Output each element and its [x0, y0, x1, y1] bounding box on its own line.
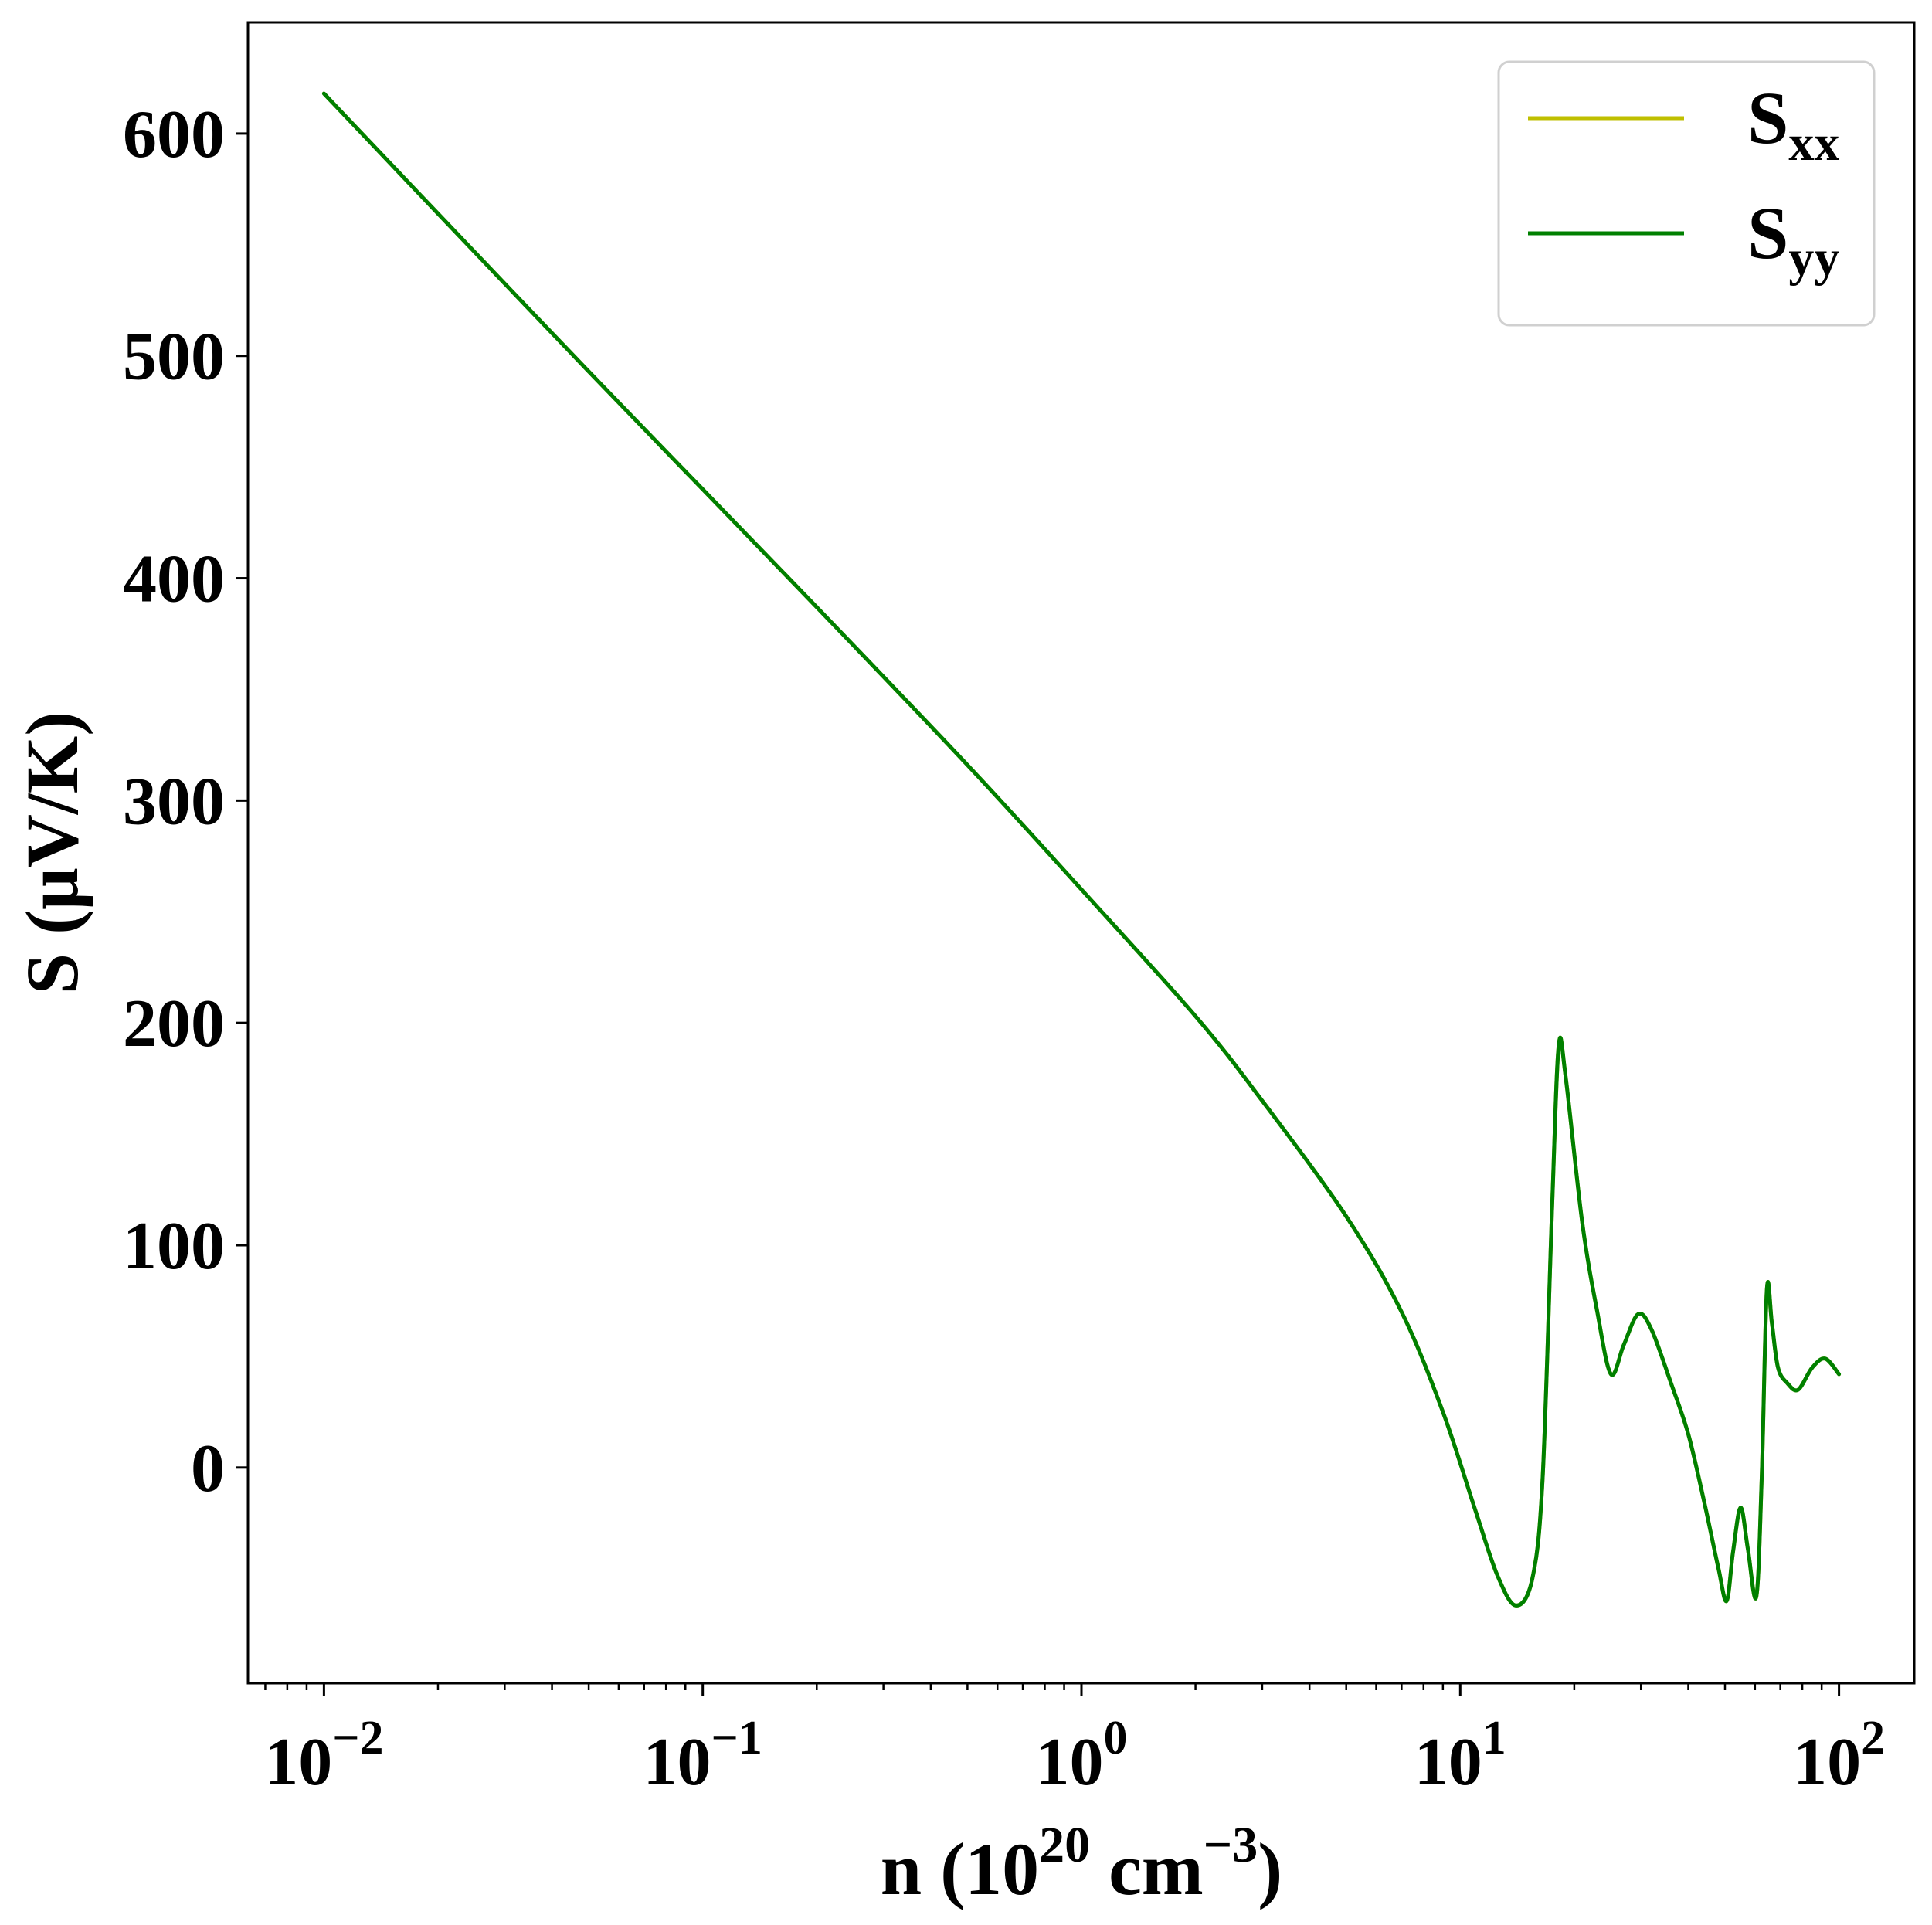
- y-tick-label: 0: [191, 1431, 225, 1506]
- legend: Sxx Syy: [1497, 60, 1876, 327]
- y-tick-label: 500: [123, 320, 225, 395]
- y-tick-label: 200: [123, 986, 225, 1061]
- x-tick-label: 10−1: [643, 1712, 762, 1800]
- x-tick-label: 100: [1035, 1712, 1127, 1800]
- y-axis: 0 100 200 300 400 500 600: [123, 97, 248, 1506]
- legend-label-sxx: Sxx: [1747, 76, 1839, 171]
- x-tick-label: 101: [1414, 1712, 1506, 1800]
- y-tick-label: 400: [123, 542, 225, 617]
- x-axis-label: n (1020 cm−3): [881, 1817, 1283, 1910]
- x-tick-label: 10−2: [264, 1712, 383, 1800]
- series-layer: [321, 91, 1842, 1608]
- y-tick-label: 600: [123, 97, 225, 172]
- y-tick-label: 100: [123, 1209, 225, 1284]
- x-axis: 10−2 10−1 100 101 102: [264, 1683, 1885, 1800]
- y-tick-label: 300: [123, 764, 225, 839]
- series-line-syy: [321, 91, 1842, 1608]
- legend-label-syy: Syy: [1747, 192, 1839, 287]
- y-axis-label: S (μV/K): [11, 711, 93, 994]
- x-tick-label: 102: [1793, 1712, 1885, 1800]
- legend-box: [1497, 60, 1876, 327]
